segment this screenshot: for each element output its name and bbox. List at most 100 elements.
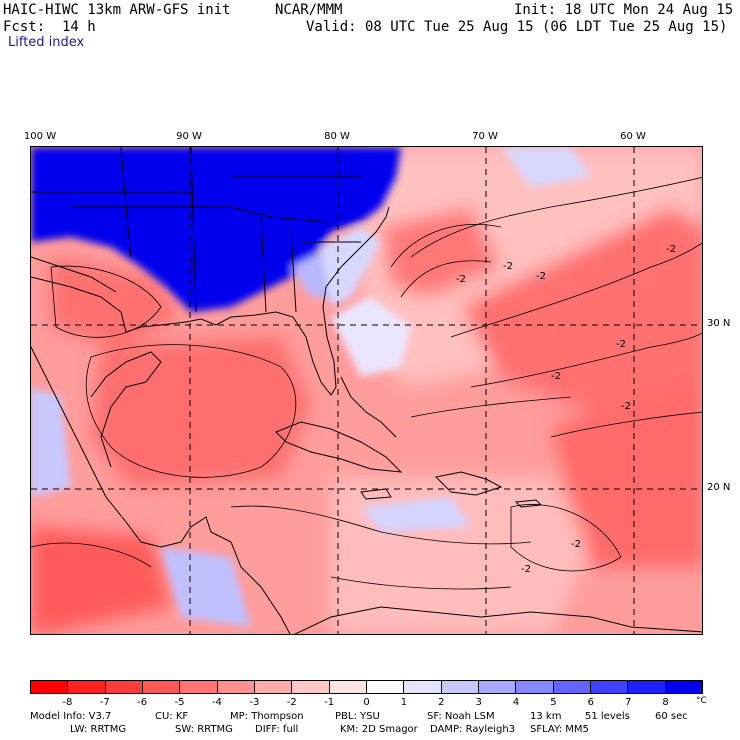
contour-label: -2 [571, 539, 581, 550]
lat-lon-grid [31, 147, 702, 634]
model-info-item: SFLAY: MM5 [530, 724, 589, 735]
contour-gulf [85, 344, 297, 478]
contour-label: -2 [551, 371, 561, 382]
colorbar-tick-label: -4 [211, 697, 222, 708]
colorbar-tick-label: 4 [512, 697, 520, 708]
colorbar-swatch [589, 681, 628, 693]
contour-atlantic-4 [410, 396, 572, 418]
contour-atlantic-2 [450, 242, 702, 338]
forecast-hour: 14 h [62, 19, 96, 35]
colorbar-swatch [253, 681, 292, 693]
contour-label: -2 [456, 274, 466, 285]
colorbar-swatch [440, 681, 478, 693]
lon-label-70w: 70 W [472, 131, 498, 142]
colorbar-tick-label: 2 [438, 697, 445, 708]
coast-bahamas [340, 376, 397, 438]
colorbar-swatch [365, 681, 404, 693]
colorbar-swatch [515, 681, 553, 693]
valid-time: Valid: 08 UTC Tue 25 Aug 15 (06 LDT Tue … [306, 19, 728, 35]
colorbar-tick-label: 1 [400, 697, 408, 708]
lon-label-80w: 80 W [324, 131, 350, 142]
colorbar-swatch [328, 681, 366, 693]
field-caribbean-light [331, 477, 591, 634]
init-time: Init: 18 UTC Mon 24 Aug 15 [514, 2, 734, 18]
model-info-item: 13 km [530, 711, 562, 722]
contour-plains [50, 265, 162, 338]
model-info-item: PBL: YSU [335, 711, 380, 722]
model-info-item: MP: Thompson [230, 711, 304, 722]
contour-label: -2 [616, 339, 626, 350]
border-state-3 [71, 206, 332, 223]
colorbar-tick-label: -7 [99, 697, 110, 708]
coast-jamaica [360, 488, 392, 500]
contour-pacific [31, 542, 152, 568]
field-atlantic-dark [461, 207, 702, 427]
field-stable-florida-strait [331, 297, 411, 377]
colorbar-tick-label: 0 [363, 697, 370, 708]
contour-east [550, 411, 702, 438]
contour-label: -2 [503, 261, 513, 272]
model-info-item: SW: RRTMG [175, 724, 233, 735]
colorbar-tick-label: -8 [62, 697, 73, 708]
model-info-item: 51 levels [585, 711, 630, 722]
field-east-dark [551, 377, 702, 567]
field-plains-dark [51, 257, 181, 347]
colorbar-swatch [67, 681, 105, 693]
contour-atlantic-1 [410, 177, 702, 258]
colorbar-tick-label: -5 [174, 697, 185, 708]
coast-hispaniola [434, 471, 503, 496]
forecast-label: Fcst: [3, 19, 46, 35]
colorbar-tick-label: -1 [324, 697, 335, 708]
contour-label: -2 [621, 401, 631, 412]
coastlines [31, 147, 702, 634]
contour-front-2 [400, 260, 492, 298]
field-front-red [381, 207, 501, 297]
model-info-item: Model Info: V3.7 [30, 711, 112, 722]
colorbar-tick-label: 5 [550, 697, 557, 708]
colorbar-swatch [31, 681, 68, 693]
coast-mexico [31, 346, 291, 634]
colorbar-tick-label: 6 [587, 697, 595, 708]
contour-label: -2 [536, 271, 546, 282]
colorbar-swatch [104, 681, 142, 693]
colorbar-tick-label: -2 [286, 697, 297, 708]
field-pacific-dark [31, 527, 171, 634]
colorbar-tick-label: 7 [625, 697, 632, 708]
model-info-item: CU: KF [155, 711, 189, 722]
model-info-item: SF: Noah LSM [427, 711, 495, 722]
field-stable-north-atlantic [501, 147, 591, 187]
colorbar [30, 680, 703, 694]
colorbar-unit: °C [696, 696, 707, 706]
lat-label-20n: 20 N [707, 482, 731, 493]
lon-label-100w: 100 W [23, 131, 57, 142]
border-state-2 [190, 147, 197, 313]
colorbar-swatch [477, 681, 516, 693]
li-contours [31, 177, 702, 590]
field-gulf-dark [91, 337, 311, 487]
colorbar-tick-label: -6 [137, 697, 148, 708]
model-info-item: KM: 2D Smagor [340, 724, 418, 735]
field-stable-west-mexico [31, 387, 71, 497]
coast-south-america [294, 606, 702, 634]
colorbar-swatch [552, 681, 590, 693]
model-info-item: DIFF: full [255, 724, 299, 735]
colorbar-tick-label: 3 [475, 697, 482, 708]
colorbar-tick-label: 8 [662, 697, 669, 708]
model-info-item: 60 sec [655, 711, 688, 722]
field-stable-east-us [31, 147, 401, 312]
colorbar-swatch [627, 681, 665, 693]
coast-cuba [275, 421, 403, 473]
contour-caribbean-2 [510, 504, 622, 572]
lon-label-90w: 90 W [176, 131, 202, 142]
field-stable-southeast [321, 227, 381, 307]
model-info-item: DAMP: Rayleigh3 [430, 724, 516, 735]
colorbar-swatch [291, 681, 329, 693]
colorbar-swatch [141, 681, 180, 693]
contour-south [330, 576, 512, 590]
contour-atlantic-3 [470, 332, 702, 388]
contour-front-1 [390, 224, 502, 268]
colorbar-tick-label: -3 [249, 697, 260, 708]
contour-label: -2 [521, 564, 531, 575]
lat-label-30n: 30 N [707, 318, 731, 329]
colorbar-swatch [664, 681, 702, 693]
